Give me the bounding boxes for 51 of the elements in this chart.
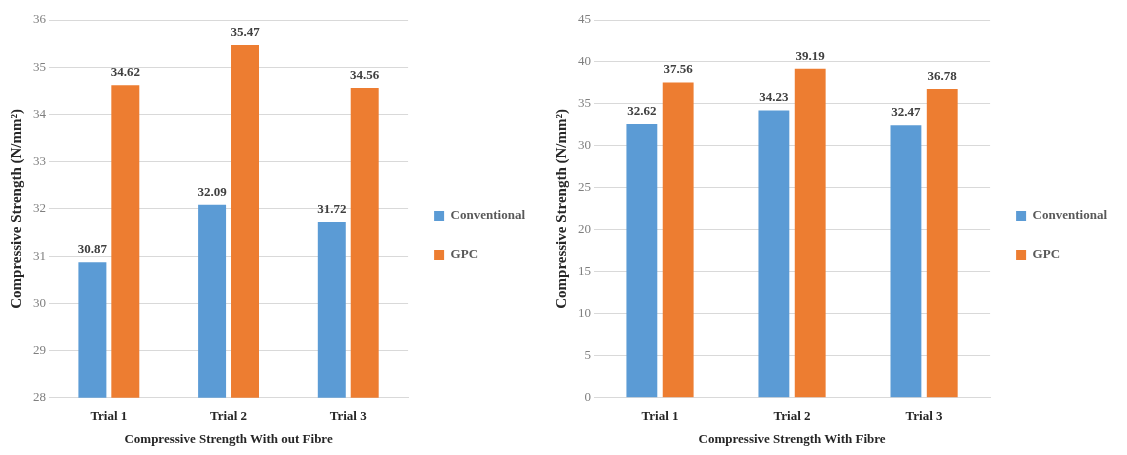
y-tick-label: 0: [584, 389, 591, 405]
y-tick-label: 35: [578, 95, 591, 111]
x-tick-label: Trial 2: [210, 407, 248, 423]
data-label: 32.09: [197, 183, 228, 199]
y-axis-title: Compressive Strength (N/mm²): [7, 109, 25, 309]
y-tick-label: 10: [578, 305, 591, 321]
y-tick-label: 25: [578, 179, 591, 195]
bar: [926, 89, 958, 398]
y-tick-label: 31: [33, 247, 46, 263]
x-axis-title: Compressive Strength With Fibre: [698, 430, 886, 446]
x-tick-label: Trial 1: [641, 407, 679, 423]
data-label: 34.23: [759, 89, 790, 105]
data-label: 32.47: [891, 104, 922, 120]
data-label: 34.56: [350, 66, 380, 82]
y-tick-label: 35: [33, 58, 46, 74]
legend-label: GPC: [1032, 246, 1061, 262]
y-tick-label: 36: [33, 11, 47, 27]
bar: [794, 68, 826, 398]
x-tick-label: Trial 2: [773, 407, 811, 423]
bar: [890, 125, 922, 398]
x-tick-label: Trial 1: [90, 407, 128, 423]
legend-label: GPC: [450, 246, 479, 262]
legend-label: Conventional: [450, 207, 526, 223]
data-label: 30.87: [77, 241, 108, 257]
y-tick-label: 45: [578, 11, 591, 27]
y-axis-title: Compressive Strength (N/mm²): [552, 109, 570, 309]
y-tick-label: 34: [33, 105, 47, 121]
y-tick-label: 5: [584, 347, 591, 363]
y-tick-label: 32: [33, 200, 46, 216]
legend-label: Conventional: [1032, 207, 1108, 223]
x-tick-label: Trial 3: [905, 407, 944, 423]
y-tick-label: 28: [33, 389, 46, 405]
y-tick-label: 20: [578, 221, 591, 237]
data-label: 31.72: [317, 200, 347, 216]
x-tick-label: Trial 3: [329, 407, 368, 423]
data-label: 32.62: [627, 102, 657, 118]
data-label: 35.47: [230, 23, 261, 39]
data-label: 39.19: [795, 47, 826, 63]
y-tick-label: 30: [578, 137, 591, 153]
data-label: 34.62: [110, 64, 140, 80]
data-label: 37.56: [663, 61, 694, 77]
y-tick-label: 40: [578, 53, 591, 69]
bar: [662, 82, 694, 398]
y-tick-label: 33: [33, 153, 46, 169]
y-tick-label: 30: [33, 294, 46, 310]
bar: [758, 110, 790, 398]
y-tick-label: 15: [578, 263, 591, 279]
bar: [626, 123, 658, 398]
y-tick-label: 29: [33, 342, 46, 357]
x-axis-title: Compressive Strength With out Fibre: [124, 430, 333, 446]
data-label: 36.78: [927, 67, 958, 83]
